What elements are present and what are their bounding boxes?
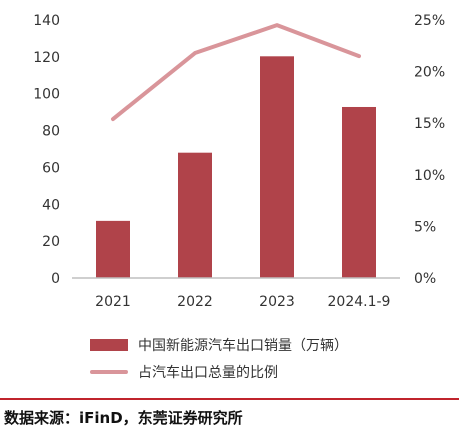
left-tick-label: 60 — [42, 160, 60, 176]
bar — [260, 56, 294, 278]
left-axis-ticks: 0 20 40 60 80 100 120 140 — [33, 13, 60, 287]
legend-item-bar: 中国新能源汽车出口销量（万辆） — [90, 335, 348, 355]
bar — [342, 106, 376, 279]
left-tick-label: 0 — [51, 271, 60, 287]
legend-line-label: 占汽车出口总量的比例 — [138, 365, 278, 381]
legend-bar-label: 中国新能源汽车出口销量（万辆） — [138, 338, 348, 354]
source-note: 数据来源：iFinD，东莞证券研究所 — [4, 409, 243, 427]
legend-item-line: 占汽车出口总量的比例 — [90, 362, 278, 382]
left-tick-label: 80 — [42, 124, 60, 140]
bar — [96, 220, 130, 278]
x-tick-label: 2024.1-9 — [328, 294, 391, 310]
line-series — [111, 23, 361, 122]
source-divider — [0, 398, 459, 400]
x-tick-label: 2022 — [177, 294, 213, 310]
x-axis-ticks: 2021 2022 2023 2024.1-9 — [95, 294, 390, 310]
bar — [178, 152, 212, 278]
left-tick-label: 120 — [33, 50, 60, 66]
left-tick-label: 20 — [42, 234, 60, 250]
right-tick-label: 10% — [414, 168, 445, 184]
combo-chart: 0 20 40 60 80 100 120 140 0% 5% 10% 15% 20% 25% 2021… — [33, 13, 445, 310]
bar-series — [96, 56, 376, 279]
x-tick-label: 2023 — [259, 294, 295, 310]
x-tick-label: 2021 — [95, 294, 131, 310]
right-axis-ticks: 0% 5% 10% 15% 20% 25% — [414, 13, 445, 287]
right-tick-label: 0% — [414, 271, 436, 287]
left-tick-label: 40 — [42, 197, 60, 213]
ratio-line — [111, 23, 361, 122]
right-tick-label: 15% — [414, 116, 445, 132]
legend-line-swatch — [90, 370, 128, 374]
legend-bar-swatch — [90, 339, 128, 351]
right-tick-label: 25% — [414, 13, 445, 29]
left-tick-label: 140 — [33, 13, 60, 29]
left-tick-label: 100 — [33, 87, 60, 103]
right-tick-label: 5% — [414, 219, 436, 235]
right-tick-label: 20% — [414, 65, 445, 81]
